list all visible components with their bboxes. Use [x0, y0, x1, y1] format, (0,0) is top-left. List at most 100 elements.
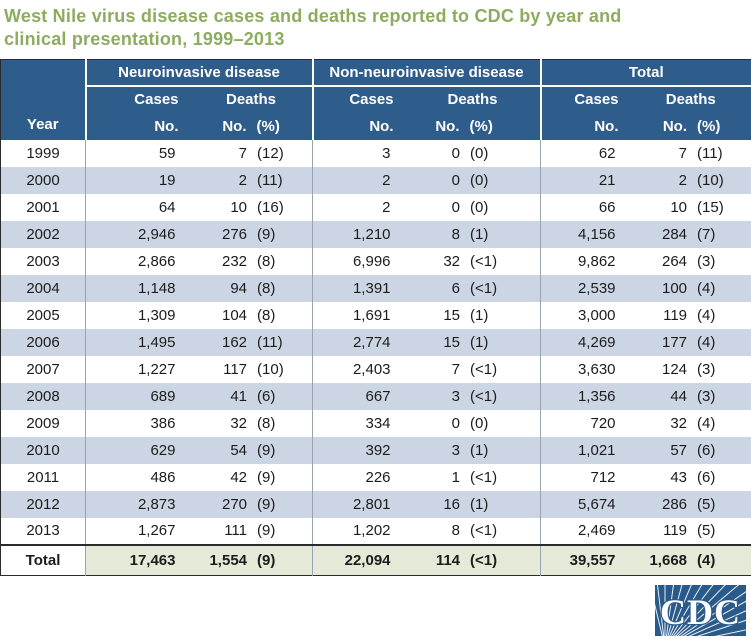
- group-header-total: Total: [540, 59, 751, 87]
- neuro-cases-cell: 486: [150, 468, 176, 486]
- deaths-no: 0: [451, 198, 461, 216]
- deaths-no: 15: [443, 333, 461, 351]
- no-label: No.: [222, 117, 247, 135]
- deaths-pct: (1): [470, 225, 489, 243]
- deaths-pct: (5): [697, 495, 716, 513]
- deaths-pct: (6): [697, 468, 716, 486]
- deaths-no: 1,554: [209, 551, 248, 569]
- neuro-cases-cell: 1,267: [137, 522, 176, 539]
- pct-label: (%): [256, 117, 280, 135]
- non-neuro-cases-cell: 1,391: [312, 274, 406, 302]
- non-neuro-cases-cell: 2: [312, 166, 406, 194]
- total-cases-cell: 2,539: [540, 274, 631, 302]
- deaths-pct: (8): [257, 414, 276, 432]
- deaths-pct: (5): [697, 522, 716, 539]
- deaths-no: 177: [661, 333, 688, 351]
- logo-rays: [655, 585, 746, 636]
- total-deaths-cell: 10 (15): [631, 194, 751, 221]
- deaths-no: 94: [230, 279, 248, 297]
- non-neuro-deaths-cell: 1 (<1): [405, 463, 542, 491]
- total-neuro-deaths: 1,554 (9): [190, 543, 314, 576]
- group-header-non-neuroinvasive: Non-neuroinvasive disease: [312, 59, 542, 87]
- table-row: 2013 1,267 111 (9) 1,202 8 (<1) 2,469 119 (…: [0, 517, 751, 545]
- deaths-pct: (6): [697, 441, 716, 459]
- neuro-deaths-cell: 42 (9): [190, 463, 314, 491]
- non-neuro-deaths-no-pct-header: No. (%): [405, 112, 542, 140]
- total-row-label: Total: [0, 543, 86, 576]
- total-deaths-cell: 284 (7): [630, 220, 751, 248]
- non-neuro-deaths-cell: 8 (<1): [405, 517, 542, 545]
- year-cell: 1999: [0, 139, 86, 167]
- deaths-pct: (11): [257, 171, 283, 189]
- deaths-no: 57: [670, 441, 688, 459]
- deaths-no: 0: [451, 171, 461, 189]
- total-deaths-cell: 43 (6): [631, 464, 751, 491]
- total-cases-header: Cases: [540, 85, 631, 113]
- neuro-cases-cell: 629: [85, 436, 191, 464]
- total-non-neuro-deaths: 114 (<1): [405, 543, 542, 576]
- neuro-deaths-cell: 276 (9): [190, 220, 314, 248]
- neuro-cases-no-header: No.: [85, 112, 191, 140]
- non-neuro-deaths-cell: 6 (<1): [405, 274, 542, 302]
- non-neuro-deaths-cell: 3 (<1): [405, 382, 542, 410]
- deaths-no: 8: [451, 225, 461, 243]
- title-line-2: clinical presentation, 1999–2013: [4, 29, 285, 49]
- table-row: 2008 689 41 (6) 667 3 (<1) 1,356 44 (3): [0, 382, 751, 410]
- deaths-no: 8: [451, 522, 461, 539]
- total-row: Total 17,463 1,554 (9) 22,094 114 (<1) 39,…: [0, 543, 751, 576]
- deaths-pct: (16): [257, 198, 284, 216]
- deaths-pct: (1): [470, 495, 489, 513]
- deaths-no: 41: [230, 387, 248, 405]
- deaths-pct: (<1): [470, 468, 498, 486]
- non-neuro-deaths-cell: 8 (1): [405, 220, 542, 248]
- year-cell: 2007: [0, 355, 86, 383]
- total-cases-cell: 66: [598, 198, 616, 216]
- total-deaths-header: Deaths: [630, 85, 751, 113]
- non-neuro-deaths-cell: 7 (<1): [405, 355, 542, 383]
- total-neuro-cases: 17,463: [85, 543, 191, 576]
- non-neuro-cases-cell: 2: [382, 198, 391, 216]
- deaths-pct: (1): [470, 306, 489, 324]
- neuro-cases-header: Cases: [85, 85, 191, 113]
- deaths-no: 286: [661, 495, 688, 513]
- table-row: 2006 1,495 162 (11) 2,774 15 (1) 4,269 177…: [0, 328, 751, 356]
- total-cases-cell: 5,674: [540, 490, 631, 518]
- deaths-no: 104: [221, 306, 248, 324]
- deaths-no: 0: [451, 414, 461, 432]
- neuro-deaths-cell: 111 (9): [190, 517, 314, 545]
- total-cases-cell: 4,156: [540, 220, 631, 248]
- neuro-cases-cell: 689: [85, 382, 191, 410]
- table-row: 2001 64 10 (16) 2 0 (0) 66 10 (15): [0, 193, 751, 221]
- neuro-deaths-cell: 117 (10): [190, 355, 314, 383]
- neuro-deaths-cell: 32 (8): [190, 409, 314, 437]
- non-neuro-deaths-cell: 0 (0): [405, 139, 542, 167]
- neuro-deaths-cell: 104 (8): [190, 301, 314, 329]
- deaths-pct: (3): [697, 252, 716, 270]
- deaths-pct: (7): [697, 225, 716, 243]
- deaths-pct: (8): [257, 252, 276, 270]
- deaths-no: 15: [443, 306, 461, 324]
- neuro-deaths-cell: 41 (6): [190, 382, 314, 410]
- neuro-deaths-cell: 270 (9): [190, 490, 314, 518]
- deaths-no: 3: [451, 441, 461, 459]
- deaths-pct: (9): [257, 225, 276, 243]
- deaths-pct: (4): [697, 551, 716, 569]
- group-header-neuroinvasive: Neuroinvasive disease: [85, 59, 314, 87]
- deaths-no: 162: [221, 333, 248, 351]
- neuro-deaths-header: Deaths: [190, 85, 314, 113]
- deaths-no: 7: [678, 144, 688, 162]
- non-neuro-cases-cell: 1,210: [312, 220, 406, 248]
- table-row: 2003 2,866 232 (8) 6,996 32 (<1) 9,862 264…: [0, 247, 751, 275]
- deaths-pct: (<1): [470, 360, 498, 378]
- year-cell: 2011: [0, 463, 86, 491]
- deaths-no: 54: [230, 441, 248, 459]
- year-cell: 2000: [0, 166, 86, 194]
- deaths-pct: (9): [257, 468, 276, 486]
- total-deaths-cell: 100 (4): [630, 274, 751, 302]
- table-row: 1999 59 7 (12) 3 0 (0) 62 7 (11): [0, 139, 751, 167]
- year-column-header: Year: [0, 59, 87, 140]
- total-deaths-cell: 264 (3): [631, 248, 751, 275]
- pct-label: (%): [697, 117, 721, 135]
- non-neuro-deaths-cell: 3 (1): [405, 436, 542, 464]
